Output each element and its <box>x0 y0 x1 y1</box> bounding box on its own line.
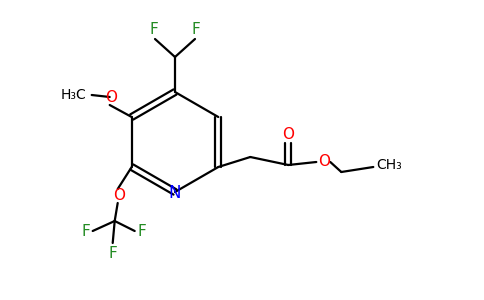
Text: F: F <box>192 22 200 38</box>
Text: F: F <box>150 22 158 38</box>
Text: F: F <box>137 224 146 239</box>
Text: O: O <box>318 154 330 169</box>
Text: O: O <box>113 188 125 203</box>
Text: O: O <box>105 89 117 104</box>
Text: H₃C: H₃C <box>61 88 87 102</box>
Text: N: N <box>169 184 181 202</box>
Text: F: F <box>108 245 117 260</box>
Text: F: F <box>81 224 90 239</box>
Text: CH₃: CH₃ <box>377 158 402 172</box>
Text: O: O <box>282 127 294 142</box>
